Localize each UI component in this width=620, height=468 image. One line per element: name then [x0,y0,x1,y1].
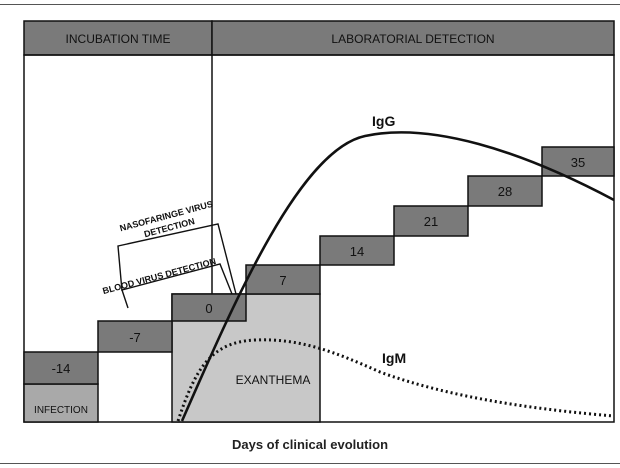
header-incubation-label: INCUBATION TIME [66,32,171,46]
igg-label: IgG [372,113,395,129]
step-box-28 [467,175,543,207]
step-box-7 [245,264,321,295]
step-boxes: -14 -7 0 7 14 21 28 35 [23,146,615,385]
axis-caption: Days of clinical evolution [231,437,389,452]
step-box-21 [393,205,469,237]
igm-label: IgM [382,350,406,366]
step-label-7: 7 [279,273,286,288]
igm-curve [176,338,615,422]
step-label-minus7: -7 [129,330,141,345]
bottom-rule [0,463,620,464]
infection-region [23,383,99,423]
nasofaringe-detection-bracket [117,223,237,295]
top-rule [0,4,620,5]
step-label-35: 35 [571,155,585,170]
blood-detection-bracket [121,263,233,309]
step-label-0: 0 [205,301,212,316]
header-laboratorial-label: LABORATORIAL DETECTION [331,32,494,46]
step-label-14: 14 [350,244,364,259]
step-label-minus14: -14 [52,361,71,376]
step-box-minus14 [23,351,99,385]
step-label-28: 28 [498,184,512,199]
exanthema-label: EXANTHEMA [236,373,311,387]
infection-label: INFECTION [34,405,88,416]
step-box-minus7 [97,320,173,353]
igg-curve [180,131,615,422]
step-box-14 [319,235,395,266]
step-label-21: 21 [424,214,438,229]
header-laboratorial-box [211,20,615,56]
